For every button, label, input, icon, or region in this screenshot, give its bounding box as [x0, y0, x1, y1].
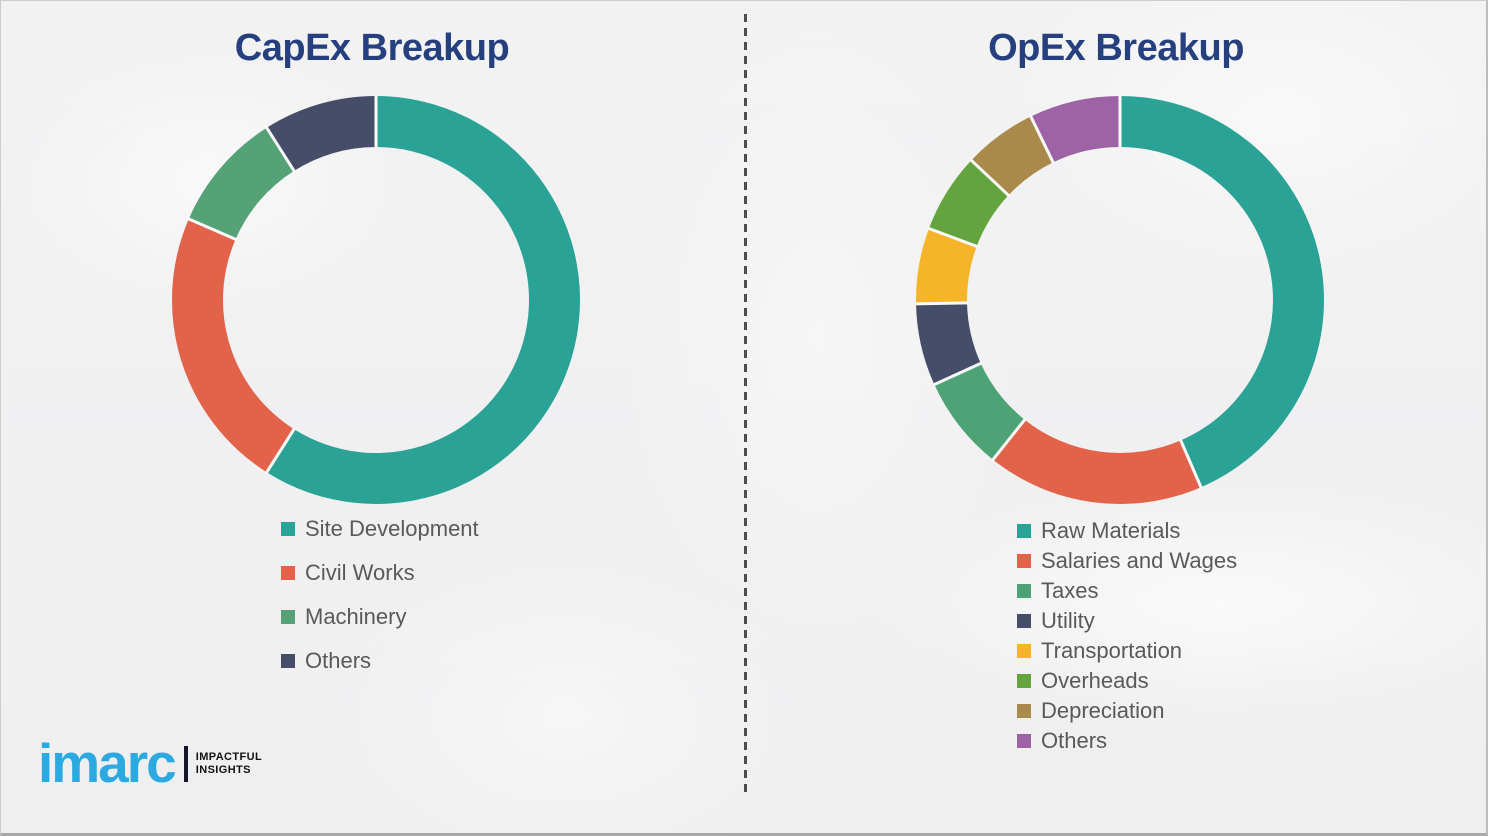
legend-label: Transportation [1041, 638, 1183, 663]
donut-segment-gap [969, 158, 1011, 198]
legend-item-utility: Utility [1017, 606, 1237, 636]
legend-item-others: Others [281, 639, 479, 683]
legend-label: Raw Materials [1041, 518, 1181, 543]
legend-item-transportation: Transportation [1017, 636, 1237, 666]
imarc-logo-wordmark: imarc [38, 732, 177, 795]
capex-chart-title: CapEx Breakup [234, 27, 510, 69]
legend-swatch-raw-materials [1017, 524, 1031, 538]
donut-segment-gap [1178, 438, 1203, 490]
vertical-dashed-divider [744, 14, 747, 792]
donut-segment-gap [927, 226, 979, 249]
legend-swatch-utility [1017, 614, 1031, 628]
donut-segment-gap [932, 361, 983, 387]
legend-item-raw-materials: Raw Materials [1017, 516, 1237, 546]
legend-swatch-others [1017, 734, 1031, 748]
capex-legend: Site Development Civil Works Machinery Othe… [281, 507, 479, 683]
donut-segment-site-development [266, 96, 581, 505]
donut-segment-others [266, 96, 376, 171]
legend-swatch-transportation [1017, 644, 1031, 658]
legend-swatch-taxes [1017, 584, 1031, 598]
donut-segment-gap [990, 417, 1027, 462]
legend-item-taxes: Taxes [1017, 576, 1237, 606]
legend-label: Others [1041, 728, 1108, 753]
donut-segment-taxes [934, 363, 1025, 460]
legend-swatch-machinery [281, 610, 295, 624]
imarc-tagline-line1: IMPACTFUL [195, 751, 263, 764]
donut-segment-salaries-and-wages [992, 419, 1202, 505]
donut-segment-gap [186, 217, 238, 242]
legend-swatch-others [281, 654, 295, 668]
donut-segment-raw-materials [1120, 96, 1324, 488]
donut-segment-civil-works [172, 218, 295, 473]
legend-label: Site Development [305, 516, 479, 541]
imarc-logo-tagline: IMPACTFUL INSIGHTS [196, 751, 262, 776]
legend-label: Depreciation [1041, 698, 1165, 723]
legend-swatch-salaries-and-wages [1017, 554, 1031, 568]
imarc-logo: imarc IMPACTFUL INSIGHTS [38, 732, 262, 795]
legend-label: Salaries and Wages [1041, 548, 1238, 573]
donut-segment-overheads [928, 160, 1009, 247]
donut-segment-gap [1028, 114, 1056, 165]
legend-swatch-site-development [281, 522, 295, 536]
donut-segment-gap [264, 125, 297, 173]
opex-legend: Raw Materials Salaries and Wages Taxes Util… [1017, 516, 1237, 756]
donut-segment-utility [916, 302, 981, 385]
donut-segment-gap [914, 301, 969, 306]
legend-label: Others [305, 648, 372, 673]
legend-item-overheads: Overheads [1017, 666, 1237, 696]
legend-label: Civil Works [305, 560, 415, 585]
legend-label: Machinery [305, 604, 407, 629]
legend-item-civil-works: Civil Works [281, 551, 479, 595]
legend-swatch-civil-works [281, 566, 295, 580]
legend-label: Overheads [1041, 668, 1149, 693]
legend-item-salaries-and-wages: Salaries and Wages [1017, 546, 1237, 576]
legend-item-others: Others [1017, 726, 1237, 756]
donut-segment-others [1030, 96, 1120, 163]
legend-swatch-overheads [1017, 674, 1031, 688]
legend-item-site-development: Site Development [281, 507, 479, 551]
donut-segment-transportation [916, 228, 977, 304]
opex-chart-title: OpEx Breakup [988, 27, 1244, 69]
donut-segment-depreciation [971, 116, 1054, 196]
imarc-logo-divider-bar [183, 746, 188, 782]
legend-swatch-depreciation [1017, 704, 1031, 718]
capex-donut-chart [172, 94, 581, 505]
legend-item-machinery: Machinery [281, 595, 479, 639]
opex-donut-chart [914, 94, 1324, 505]
donut-segment-gap [264, 427, 297, 475]
legend-item-depreciation: Depreciation [1017, 696, 1237, 726]
legend-label: Utility [1041, 608, 1095, 633]
imarc-tagline-line2: INSIGHTS [195, 764, 251, 776]
legend-label: Taxes [1041, 578, 1099, 603]
donut-segment-machinery [188, 127, 295, 240]
